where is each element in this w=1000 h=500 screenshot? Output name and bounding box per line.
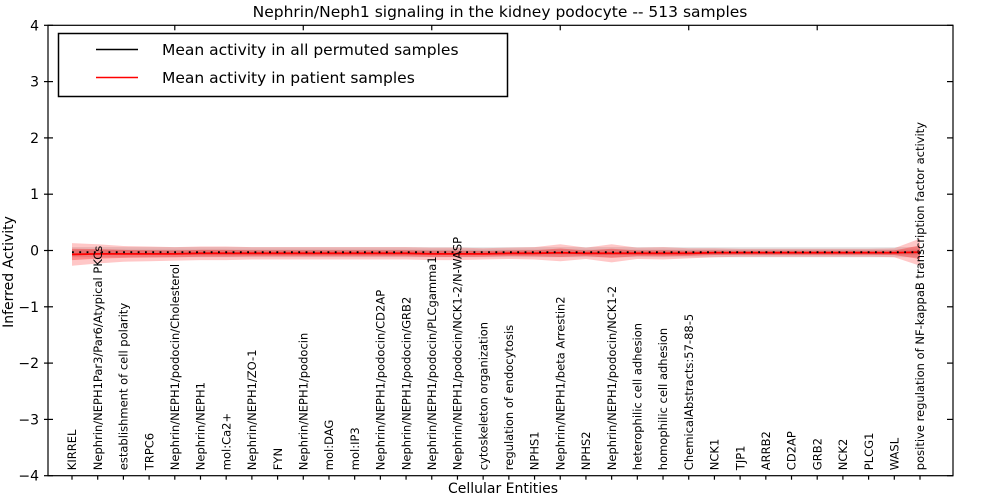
x-tick-label: TRPC6 <box>142 433 156 471</box>
legend-item-permuted: Mean activity in all permuted samples <box>96 41 459 59</box>
legend-box: Mean activity in all permuted samples Me… <box>57 32 509 98</box>
chart-title: Nephrin/Neph1 signaling in the kidney po… <box>253 3 748 21</box>
x-tick-label: mol:IP3 <box>348 427 362 470</box>
x-tick-label: TJP1 <box>733 446 747 472</box>
y-tick-label: −1 <box>18 300 39 316</box>
x-tick-label: NPHS1 <box>528 431 542 470</box>
plot-area: −4 −3 −2 −1 0 1 2 3 4 KIRREL Nephrin/NEPH1Par3/Par… <box>18 18 954 485</box>
x-tick-label: PLCG1 <box>862 433 876 471</box>
x-tick-label: positive regulation of NF-kappaB transcr… <box>913 122 927 470</box>
x-tick-label: WASL <box>888 437 902 470</box>
y-tick-label: 2 <box>30 131 39 147</box>
x-tick-label: GRB2 <box>810 438 824 470</box>
x-tick-label: mol:Ca2+ <box>219 413 233 470</box>
x-tick-label: Nephrin/NEPH1/podocin/CD2AP <box>374 290 388 470</box>
x-tick-label: cytoskeleton organization <box>476 322 490 470</box>
legend-frame <box>57 32 509 98</box>
x-tick-label: Nephrin/NEPH1/beta Arrestin2 <box>553 296 567 470</box>
y-tick-label: 3 <box>30 75 39 91</box>
x-tick-label: establishment of cell polarity <box>117 303 131 471</box>
x-tick-label: ARRB2 <box>759 431 773 470</box>
x-tick-label: Nephrin/NEPH1/podocin/GRB2 <box>399 297 413 470</box>
x-tick-label: NPHS2 <box>579 431 593 470</box>
x-tick-label: Nephrin/NEPH1/podocin/PLCgamma1 <box>425 256 439 470</box>
y-axis-label: Inferred Activity <box>1 216 17 328</box>
y-tick-label: −2 <box>18 356 39 372</box>
x-tick-label: KIRREL <box>65 429 79 470</box>
legend-label-patient: Mean activity in patient samples <box>162 69 415 87</box>
legend-label-permuted: Mean activity in all permuted samples <box>162 41 459 59</box>
x-tick-label: mol:DAG <box>322 420 336 471</box>
x-tick-label: Nephrin/NEPH1/podocin <box>296 333 310 470</box>
x-tick-label: Nephrin/NEPH1/ZO-1 <box>245 349 259 470</box>
y-tick-label: −4 <box>18 469 39 485</box>
x-tick-label: NCK1 <box>708 439 722 471</box>
patient-mean-line <box>71 251 921 256</box>
y-tick-label: 0 <box>30 244 39 260</box>
x-tick-label: NCK2 <box>836 439 850 471</box>
y-tick-label: 1 <box>30 187 39 203</box>
x-tick-label: Nephrin/NEPH1/podocin/NCK1-2 <box>605 286 619 470</box>
legend-item-patient: Mean activity in patient samples <box>96 69 415 87</box>
x-tick-label: Nephrin/NEPH1/podocin/NCK1-2/N-WASP <box>451 237 465 470</box>
x-tick-label: FYN <box>271 448 285 470</box>
x-tick-label: Nephrin/NEPH1/podocin/Cholesterol <box>168 264 182 470</box>
x-tick-label: homophilic cell adhesion <box>656 328 670 470</box>
x-tick-label: regulation of endocytosis <box>502 325 516 470</box>
x-tick-label: ChemicalAbstracts:57-88-5 <box>682 314 696 470</box>
x-tick-label: Nephrin/NEPH1 <box>194 382 208 470</box>
y-tick-label: −3 <box>18 412 39 428</box>
x-tick-label: Nephrin/NEPH1Par3/Par6/Atypical PKCs <box>91 246 105 470</box>
x-tick-label: CD2AP <box>785 431 799 470</box>
y-tick-label: 4 <box>30 18 39 34</box>
x-axis-label: Cellular Entities <box>448 481 558 497</box>
x-tick-label: heterophilic cell adhesion <box>631 323 645 470</box>
